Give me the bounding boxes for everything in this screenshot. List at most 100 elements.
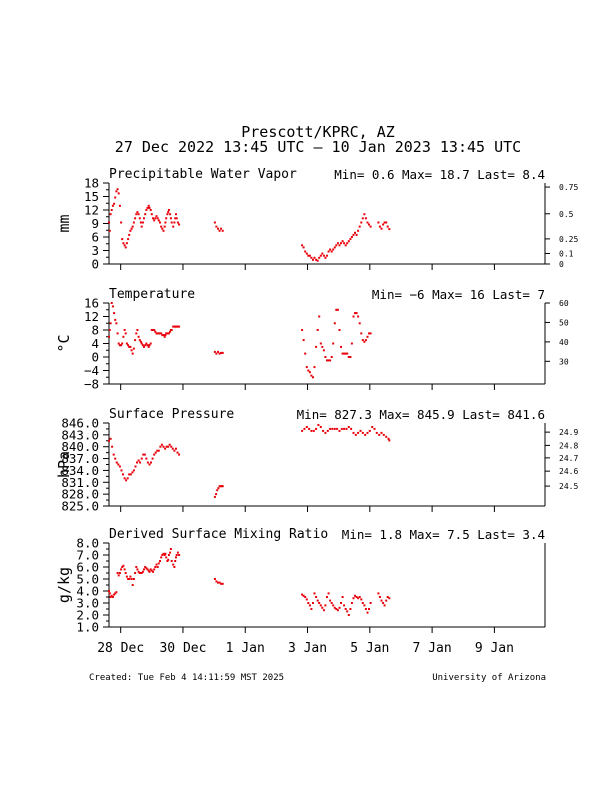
data-point xyxy=(355,233,358,236)
data-point xyxy=(147,204,150,207)
right-tick-label: 0.25 xyxy=(559,235,578,244)
right-tick-label: 60 xyxy=(559,299,569,308)
y-tick-label: 16 xyxy=(84,296,99,311)
data-point xyxy=(111,596,114,598)
data-point xyxy=(116,572,119,574)
data-point xyxy=(363,604,366,607)
data-point xyxy=(139,461,142,464)
data-point xyxy=(175,213,177,216)
data-point xyxy=(315,427,318,430)
data-point xyxy=(108,221,110,224)
data-point xyxy=(154,566,157,568)
data-point xyxy=(120,221,123,224)
data-point xyxy=(307,602,310,604)
data-point xyxy=(175,325,178,328)
data-point xyxy=(146,344,149,347)
data-point xyxy=(329,248,332,251)
data-point xyxy=(349,356,352,358)
data-point xyxy=(378,596,381,598)
data-point xyxy=(363,213,366,216)
data-point xyxy=(132,469,135,472)
data-point xyxy=(355,596,358,598)
data-point xyxy=(157,219,160,222)
data-point xyxy=(332,248,335,251)
data-point xyxy=(136,211,139,214)
data-point xyxy=(159,332,161,335)
data-point xyxy=(303,427,306,430)
data-point xyxy=(218,581,221,584)
data-point xyxy=(163,225,166,228)
panel-title: Surface Pressure xyxy=(109,407,234,422)
data-point xyxy=(141,344,144,347)
data-point xyxy=(118,344,121,347)
data-point xyxy=(221,229,224,232)
data-point xyxy=(308,254,311,257)
data-point xyxy=(360,332,363,335)
data-point xyxy=(161,554,164,556)
data-point xyxy=(312,376,314,379)
data-point xyxy=(135,213,138,216)
data-point xyxy=(218,229,221,232)
data-point xyxy=(326,254,328,257)
data-point xyxy=(141,570,144,573)
y-tick-label: 12 xyxy=(84,309,99,324)
data-point xyxy=(360,598,363,601)
data-point xyxy=(175,447,177,450)
data-point xyxy=(215,580,218,583)
data-point xyxy=(176,551,179,554)
data-point xyxy=(312,429,315,432)
data-point xyxy=(157,562,160,565)
y-tick-label: 846.0 xyxy=(61,416,99,431)
data-point xyxy=(354,433,357,436)
data-point xyxy=(150,461,152,464)
data-point xyxy=(153,219,156,222)
data-point xyxy=(352,233,355,236)
data-point xyxy=(301,593,304,596)
data-point xyxy=(301,244,304,247)
data-point xyxy=(336,609,339,612)
data-point xyxy=(132,578,135,580)
data-point xyxy=(160,225,163,228)
data-point xyxy=(213,495,216,498)
data-point xyxy=(125,479,128,482)
panel-title: Derived Surface Mixing Ratio xyxy=(109,527,328,542)
data-point xyxy=(333,427,336,430)
data-point xyxy=(316,599,319,602)
series-2 xyxy=(213,221,224,232)
data-point xyxy=(358,322,361,325)
data-point xyxy=(344,352,347,355)
data-point xyxy=(123,477,126,480)
data-point xyxy=(156,449,159,452)
data-point xyxy=(386,225,389,228)
data-point xyxy=(327,250,330,253)
data-point xyxy=(313,592,316,595)
data-point xyxy=(366,611,369,614)
data-point xyxy=(166,213,169,216)
data-point xyxy=(118,572,121,574)
data-point xyxy=(170,329,173,331)
data-point xyxy=(369,225,372,228)
data-point xyxy=(324,356,327,358)
data-point xyxy=(366,335,369,338)
data-point xyxy=(137,570,140,573)
data-point xyxy=(347,614,350,616)
data-point xyxy=(380,431,383,434)
data-point xyxy=(134,572,137,574)
data-point xyxy=(164,334,167,337)
data-point xyxy=(131,471,134,474)
data-point xyxy=(355,312,358,315)
data-point xyxy=(129,345,132,348)
data-point xyxy=(221,582,224,585)
data-point xyxy=(318,602,321,604)
data-point xyxy=(178,453,181,456)
data-point xyxy=(338,606,341,609)
data-point xyxy=(361,217,364,220)
data-point xyxy=(114,457,117,460)
data-point xyxy=(335,608,338,610)
data-point xyxy=(118,204,121,207)
data-point xyxy=(315,258,318,261)
data-point xyxy=(343,604,346,607)
y-tick-label: 0 xyxy=(91,350,99,365)
series-1 xyxy=(108,302,181,355)
panel-title: Precipitable Water Vapor xyxy=(109,167,297,182)
